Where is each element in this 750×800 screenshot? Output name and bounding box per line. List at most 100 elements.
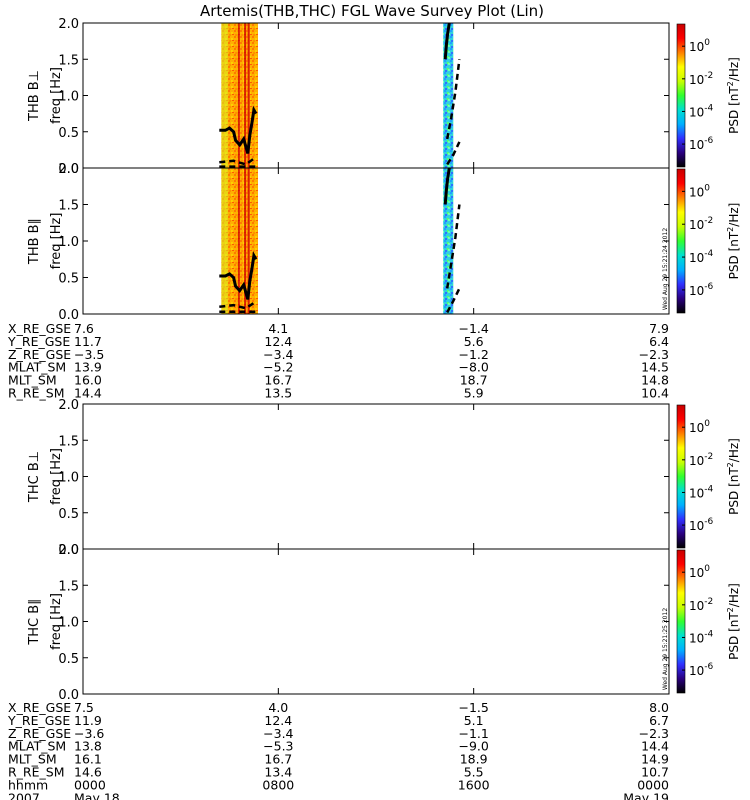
line-fce_1 — [219, 251, 258, 300]
colorbar-tick-label: 10-4 — [689, 249, 714, 265]
colorbar-tick-label: 10-2 — [689, 452, 713, 468]
line-fce_5 — [445, 59, 461, 140]
ephem-value: −9.0 — [458, 739, 488, 754]
panel-1: 0.0 0.5 1.0 1.5 2.0 THB B⊥ freq [Hz] 100 10-2 10-… — [27, 17, 741, 177]
date-start: May 18 — [74, 790, 120, 800]
panel-probe-label: THB B⊥ — [27, 70, 42, 122]
spectrogram-patch-edge — [221, 23, 228, 168]
ephem-row-label: X_RE_GSE — [8, 321, 71, 336]
colorbar-tick-label: 100 — [689, 419, 710, 435]
y-tick-label: 2.0 — [58, 398, 79, 413]
ephem-value: 4.1 — [268, 321, 288, 336]
colorbar-tick-label: 10-6 — [689, 282, 714, 298]
y-tick-label: 1.5 — [58, 199, 79, 214]
ephem-value: −2.3 — [639, 726, 669, 741]
ephem-row-label: R_RE_SM — [8, 386, 65, 401]
panel-probe-label: THC B∥ — [27, 598, 42, 645]
spectrogram-patch — [443, 168, 454, 314]
ephem-value: 13.9 — [74, 360, 102, 375]
ephem-value: 14.4 — [641, 739, 669, 754]
colorbar-tick-label: 100 — [689, 183, 710, 199]
colorbar-label: PSD [nT2/Hz] — [726, 583, 741, 660]
ephem-value: 7.6 — [74, 321, 94, 336]
line-fce_2 — [219, 156, 257, 166]
ephem-value: 11.9 — [74, 713, 102, 728]
ephem-value: 16.7 — [264, 373, 292, 388]
ephem-value: −2.3 — [639, 347, 669, 362]
ephem-value: 14.4 — [74, 386, 102, 401]
ephem-value: 10.7 — [641, 765, 669, 780]
ephem-value: −5.3 — [263, 739, 293, 754]
ephem-value: 7.9 — [649, 321, 669, 336]
date-end: May 19 — [623, 790, 669, 800]
panel-2: 0.0 0.5 1.0 1.5 2.0 THB B∥ freq [Hz] 100 10-2 10-… — [27, 162, 741, 323]
ephem-value: 13.5 — [264, 386, 292, 401]
panel-ylabel: freq [Hz] — [49, 67, 64, 124]
line-fce_1 — [219, 105, 258, 154]
ephem-value: 14.9 — [641, 752, 669, 767]
ephem-value: 4.0 — [268, 700, 288, 715]
ephem-row-label: MLT_SM — [8, 752, 57, 767]
colorbar — [677, 405, 685, 548]
panel-ylabel: freq [Hz] — [49, 593, 64, 650]
line-fce_6 — [446, 141, 461, 166]
ephem-value: 14.6 — [74, 765, 102, 780]
ephem-row-label: Y_RE_GSE — [7, 713, 70, 728]
colorbar-tick-label: 10-6 — [689, 136, 714, 152]
y-tick-label: 0.5 — [58, 126, 79, 141]
spectrogram-streak — [244, 23, 247, 168]
ephem-row-label: R_RE_SM — [8, 765, 65, 780]
spectrogram-streak — [237, 168, 240, 314]
line-fce_4 — [443, 22, 451, 60]
y-tick-label: 1.5 — [58, 579, 79, 594]
ephem-value: 5.5 — [464, 765, 484, 780]
ephem-value: −1.4 — [458, 321, 488, 336]
y-tick-label: 0.0 — [58, 688, 79, 703]
colorbar-label: PSD [nT2/Hz] — [726, 438, 741, 515]
panel-frame — [82, 548, 670, 695]
ephem-value: −8.0 — [458, 360, 488, 375]
line-fce_5 — [445, 204, 461, 289]
y-tick-label: 1.0 — [58, 471, 79, 486]
colorbar-label: PSD [nT2/Hz] — [726, 57, 741, 134]
panel-frame — [82, 22, 670, 169]
ephem-value: 6.4 — [649, 334, 669, 349]
ephem-value: 0000 — [74, 777, 106, 792]
ephem-value: 14.8 — [641, 373, 669, 388]
ephem-value: 16.1 — [74, 752, 102, 767]
ephemeris-thc: X_RE_GSE 7.5 4.0 −1.5 8.0 Y_RE_GSE 11.9 12.4 5.1… — [7, 700, 669, 800]
ephem-row-label: MLAT_SM — [8, 360, 66, 375]
spectrogram-streak — [247, 23, 250, 168]
y-tick-label: 0.5 — [58, 272, 79, 287]
ephem-value: 16.0 — [74, 373, 102, 388]
colorbar-tick-label: 10-6 — [689, 662, 714, 678]
panel-frame — [82, 167, 670, 315]
y-tick-label: 1.0 — [58, 616, 79, 631]
ephemeris-thb: X_RE_GSE 7.6 4.1 −1.4 7.9 Y_RE_GSE 11.7 12.4 5.6… — [7, 321, 669, 401]
ephem-value: 5.9 — [464, 386, 484, 401]
ephem-value: −1.1 — [458, 726, 488, 741]
date-year: 2007 — [8, 790, 40, 800]
spectrogram-patch — [443, 23, 454, 168]
panel-probe-label: THC B⊥ — [27, 451, 42, 503]
y-tick-label: 1.0 — [58, 235, 79, 250]
ephem-value: −3.6 — [74, 726, 104, 741]
ephem-value: 5.6 — [464, 334, 484, 349]
spectrogram-streak — [247, 168, 250, 314]
y-tick-label: 1.5 — [58, 53, 79, 68]
colorbar-frame — [676, 168, 686, 314]
line-fce_2 — [219, 300, 257, 310]
panel-3: 0.0 0.5 1.0 1.5 2.0 THC B⊥ freq [Hz] 100 10-2 10-… — [27, 398, 741, 558]
ephem-value: 8.0 — [649, 700, 669, 715]
panels: 0.0 0.5 1.0 1.5 2.0 THB B⊥ freq [Hz] 100 10-2 10-… — [27, 17, 741, 703]
ephem-value: −1.2 — [458, 347, 488, 362]
ephem-value: 12.4 — [264, 713, 292, 728]
colorbar-tick-label: 10-4 — [689, 629, 714, 645]
ephem-value: 14.5 — [641, 360, 669, 375]
line-fce_4 — [443, 167, 451, 205]
ephem-value: 11.7 — [74, 334, 102, 349]
ephem-value: 18.7 — [460, 373, 488, 388]
colorbar-label: PSD [nT2/Hz] — [726, 203, 741, 280]
ephem-value: 13.8 — [74, 739, 102, 754]
